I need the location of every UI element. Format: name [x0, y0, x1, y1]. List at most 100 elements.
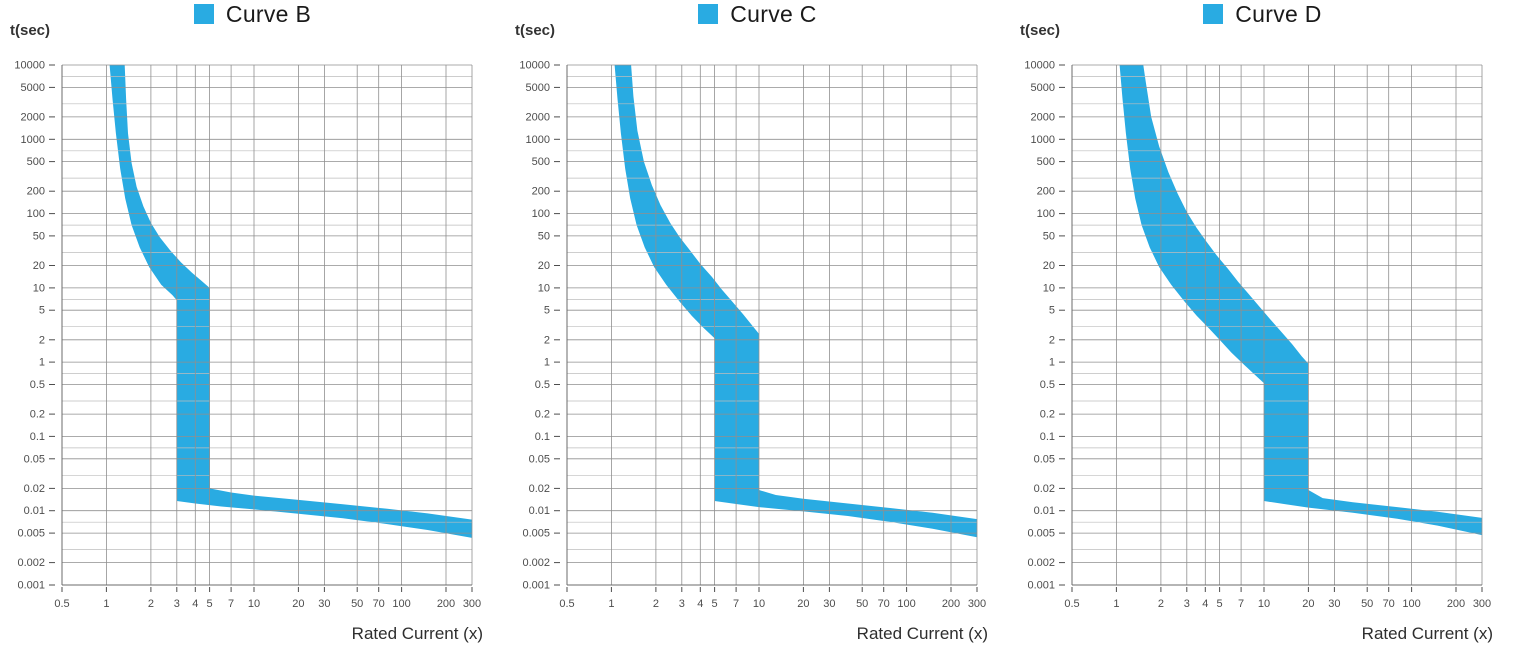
svg-text:10: 10 — [33, 282, 45, 294]
svg-text:70: 70 — [1383, 598, 1395, 610]
svg-text:70: 70 — [878, 598, 890, 610]
svg-text:2000: 2000 — [526, 111, 550, 123]
svg-text:50: 50 — [33, 230, 45, 242]
svg-text:5: 5 — [39, 305, 45, 317]
svg-text:50: 50 — [538, 230, 550, 242]
y-axis-title: t(sec) — [515, 22, 556, 39]
legend-curve-c: Curve C — [505, 0, 1010, 28]
svg-text:50: 50 — [1043, 230, 1055, 242]
svg-text:10: 10 — [538, 282, 550, 294]
svg-text:300: 300 — [463, 598, 481, 610]
svg-text:5: 5 — [1049, 305, 1055, 317]
svg-text:0.02: 0.02 — [529, 483, 550, 495]
svg-text:0.1: 0.1 — [1040, 431, 1055, 443]
legend-curve-d: Curve D — [1010, 0, 1515, 28]
svg-text:1000: 1000 — [526, 134, 550, 146]
svg-text:0.02: 0.02 — [1034, 483, 1055, 495]
svg-text:100: 100 — [392, 598, 410, 610]
svg-text:20: 20 — [1302, 598, 1314, 610]
chart-curve-d: Curve D t(sec) 10000 5000 2000 1000 500 200 10… — [1010, 0, 1515, 648]
chart-curve-c: Curve C t(sec) 10000 5000 2000 1000 500 200 10… — [505, 0, 1010, 648]
x-axis-title: Rated Current (x) — [1361, 624, 1493, 643]
svg-text:200: 200 — [27, 186, 45, 198]
svg-text:10000: 10000 — [1024, 60, 1055, 72]
svg-text:200: 200 — [437, 598, 455, 610]
svg-text:0.5: 0.5 — [559, 598, 574, 610]
svg-text:2000: 2000 — [21, 111, 45, 123]
svg-text:0.5: 0.5 — [1040, 379, 1055, 391]
svg-text:10000: 10000 — [519, 60, 550, 72]
svg-text:300: 300 — [968, 598, 986, 610]
svg-text:5: 5 — [544, 305, 550, 317]
svg-text:7: 7 — [1238, 598, 1244, 610]
svg-text:1: 1 — [39, 357, 45, 369]
svg-text:2: 2 — [1049, 334, 1055, 346]
svg-text:0.5: 0.5 — [54, 598, 69, 610]
svg-text:5: 5 — [207, 598, 213, 610]
svg-text:4: 4 — [1202, 598, 1208, 610]
trip-curve-plot-b: 10000 5000 2000 1000 500 200 100 50 20 10 5 2 1 0.5 0.… — [14, 60, 481, 611]
legend-label: Curve D — [1235, 0, 1322, 27]
legend-swatch-icon — [193, 4, 214, 24]
svg-text:0.001: 0.001 — [522, 580, 550, 592]
svg-text:20: 20 — [1043, 260, 1055, 272]
svg-text:3: 3 — [679, 598, 685, 610]
svg-text:100: 100 — [1037, 208, 1055, 220]
svg-text:0.2: 0.2 — [535, 409, 550, 421]
svg-text:2: 2 — [39, 334, 45, 346]
svg-text:10: 10 — [1258, 598, 1270, 610]
x-axis-title: Rated Current (x) — [856, 624, 988, 643]
svg-text:50: 50 — [1361, 598, 1373, 610]
legend-curve-b: Curve B — [0, 0, 505, 28]
svg-text:20: 20 — [33, 260, 45, 272]
svg-text:0.05: 0.05 — [1034, 453, 1055, 465]
svg-text:1: 1 — [1113, 598, 1119, 610]
svg-text:100: 100 — [897, 598, 915, 610]
svg-text:200: 200 — [1447, 598, 1465, 610]
svg-text:0.002: 0.002 — [1027, 557, 1055, 569]
svg-text:0.05: 0.05 — [529, 453, 550, 465]
svg-text:1: 1 — [1049, 357, 1055, 369]
svg-text:5000: 5000 — [1031, 82, 1055, 94]
svg-text:0.002: 0.002 — [17, 557, 45, 569]
legend-label: Curve B — [225, 0, 312, 27]
svg-text:3: 3 — [174, 598, 180, 610]
svg-text:0.001: 0.001 — [1027, 580, 1055, 592]
svg-text:3: 3 — [1184, 598, 1190, 610]
svg-text:100: 100 — [532, 208, 550, 220]
svg-text:0.01: 0.01 — [529, 505, 550, 517]
x-axis-title: Rated Current (x) — [351, 624, 483, 643]
svg-text:2000: 2000 — [1031, 111, 1055, 123]
trip-curve-plot-c: 10000 5000 2000 1000 500 200 100 50 20 10 5 2 1 0.5 0.… — [519, 60, 986, 611]
svg-text:10: 10 — [1043, 282, 1055, 294]
svg-text:0.5: 0.5 — [1064, 598, 1079, 610]
svg-text:0.005: 0.005 — [522, 528, 550, 540]
svg-text:4: 4 — [192, 598, 198, 610]
svg-text:5: 5 — [712, 598, 718, 610]
svg-text:30: 30 — [823, 598, 835, 610]
svg-text:30: 30 — [1328, 598, 1340, 610]
svg-text:500: 500 — [532, 156, 550, 168]
svg-text:2: 2 — [653, 598, 659, 610]
legend-label: Curve C — [730, 0, 817, 27]
svg-text:200: 200 — [532, 186, 550, 198]
svg-text:200: 200 — [942, 598, 960, 610]
svg-text:0.1: 0.1 — [535, 431, 550, 443]
svg-text:7: 7 — [228, 598, 234, 610]
svg-text:0.005: 0.005 — [17, 528, 45, 540]
svg-text:7: 7 — [733, 598, 739, 610]
svg-text:100: 100 — [27, 208, 45, 220]
svg-text:0.001: 0.001 — [17, 580, 45, 592]
svg-text:0.5: 0.5 — [535, 379, 550, 391]
svg-text:0.05: 0.05 — [24, 453, 45, 465]
svg-text:4: 4 — [697, 598, 703, 610]
svg-text:0.1: 0.1 — [30, 431, 45, 443]
svg-text:10: 10 — [248, 598, 260, 610]
svg-text:5: 5 — [1217, 598, 1223, 610]
svg-text:2: 2 — [1158, 598, 1164, 610]
svg-text:2: 2 — [148, 598, 154, 610]
svg-text:5000: 5000 — [21, 82, 45, 94]
svg-text:10: 10 — [753, 598, 765, 610]
chart-curve-b: Curve B t(sec) 10000 5000 2000 1000 500 200 10… — [0, 0, 505, 648]
svg-text:1: 1 — [608, 598, 614, 610]
